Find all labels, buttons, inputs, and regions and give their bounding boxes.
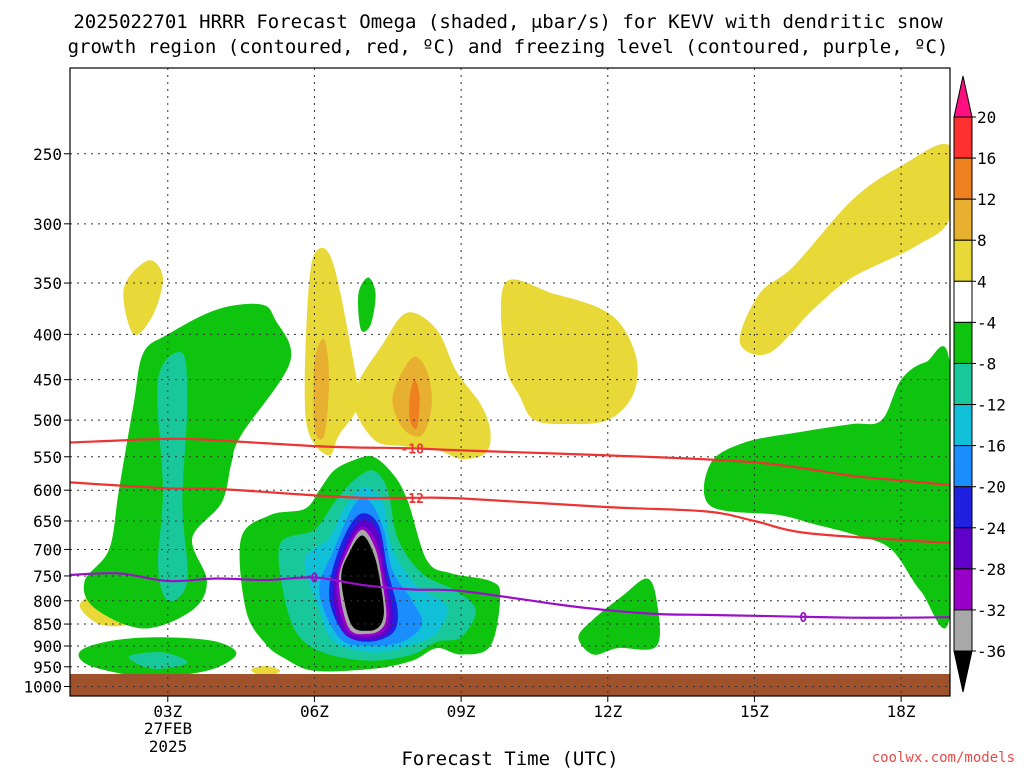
omega-region-lower-12z-green [578,578,660,655]
omega-region-main-updraft-36 [341,535,384,631]
contour-line-2 [70,572,950,619]
colorbar-segment-10 [953,527,973,570]
colorbar-label-11: -28 [977,560,1006,579]
y-tick-label-250: 250 [33,145,62,164]
omega-region-bottom-left-teal [128,652,188,669]
date-label-year: 2025 [149,737,188,756]
colorbar-segment-12 [953,609,973,652]
contour-label-0-0: -18 [400,442,424,457]
x-tick-label-18Z: 18Z [887,702,916,721]
y-tick-label-750: 750 [33,567,62,586]
ground-surface [70,674,950,696]
colorbar-segment-2 [953,198,973,241]
colorbar: 20 16 12 8 4 -4 -8 -12 -16 -20 -24 -28 -32 -36 [953,75,1006,693]
date-label-day: 27FEB [144,719,192,738]
y-tick-label-550: 550 [33,448,62,467]
contour-label-2-0: 0 [311,571,319,586]
y-tick-label-600: 600 [33,481,62,500]
omega-region-mid-10z-block [500,279,638,425]
colorbar-segment-11 [953,568,973,611]
contour-line-1 [70,481,950,544]
omega-region-mid-08z-dome-max [409,379,420,429]
contour-line-0 [70,437,950,487]
colorbar-label-12: -32 [977,601,1006,620]
colorbar-segment-0 [953,116,973,159]
omega-region-upper-right-rising [739,144,950,356]
colorbar-label-10: -24 [977,519,1006,538]
y-tick-label-1000: 1000 [23,678,62,697]
colorbar-segment-8 [953,445,973,488]
colorbar-segment-1 [953,157,973,200]
y-tick-label-950: 950 [33,658,62,677]
chart-title-line-1: 2025022701 HRRR Forecast Omega (shaded, … [73,11,943,33]
x-tick-label-12Z: 12Z [593,702,622,721]
y-tick-label-500: 500 [33,411,62,430]
y-tick-label-850: 850 [33,615,62,634]
colorbar-label-3: 8 [977,231,987,250]
x-tick-label-03Z: 03Z [153,702,182,721]
x-tick-label-09Z: 09Z [447,702,476,721]
colorbar-label-1: 16 [977,149,996,168]
contour-label-1-0: -12 [400,492,423,507]
y-tick-label-450: 450 [33,371,62,390]
colorbar-label-8: -16 [977,437,1006,456]
temperature-contours: -18 -12 0 0 [70,437,950,626]
x-axis: 03Z 06Z 09Z 12Z 15Z 18Z [153,696,916,721]
colorbar-label-4: 4 [977,272,987,291]
plot-area: -18 -12 0 0 [70,68,950,696]
omega-region-mid-06z-plume-core [313,338,330,440]
y-tick-label-650: 650 [33,512,62,531]
plot-frame [69,67,951,697]
colorbar-segment-7 [953,404,973,447]
x-tick-label-06Z: 06Z [300,702,329,721]
colorbar-segment-4 [953,280,973,323]
omega-region-right-green [703,346,950,629]
omega-filled-regions [78,144,950,677]
chart-title-line-2: growth region (contoured, red, ºC) and f… [68,36,949,58]
contour-label-2-1: 0 [799,611,807,626]
y-tick-label-800: 800 [33,592,62,611]
y-tick-label-400: 400 [33,325,62,344]
y-tick-label-700: 700 [33,540,62,559]
colorbar-segment-6 [953,362,973,406]
colorbar-label-6: -8 [977,354,996,373]
y-tick-label-300: 300 [33,215,62,234]
colorbar-label-2: 12 [977,190,996,209]
omega-region-left-column-green [83,303,292,629]
colorbar-label-7: -12 [977,396,1006,415]
colorbar-segment-3 [953,239,973,282]
credit-text: coolwx.com/models [872,750,1015,766]
colorbar-label-0: 20 [977,108,996,127]
colorbar-label-5: -4 [977,313,996,332]
colorbar-label-9: -20 [977,478,1006,497]
omega-region-upper-mid-green-sliver [358,277,376,332]
y-tick-label-350: 350 [33,274,62,293]
omega-region-upper-left-small [123,260,163,336]
colorbar-top-arrow [953,75,973,118]
colorbar-label-13: -36 [977,642,1006,661]
x-axis-label: Forecast Time (UTC) [401,748,618,768]
y-axis: 250 300 350 400 450 500 550 600 650 700 750 800 850 9… [23,145,70,697]
colorbar-segment-9 [953,486,973,529]
y-tick-label-900: 900 [33,637,62,656]
x-tick-label-15Z: 15Z [740,702,769,721]
colorbar-segment-5 [953,321,973,364]
omega-region-left-column-teal [157,352,188,602]
colorbar-bottom-arrow [953,650,973,693]
